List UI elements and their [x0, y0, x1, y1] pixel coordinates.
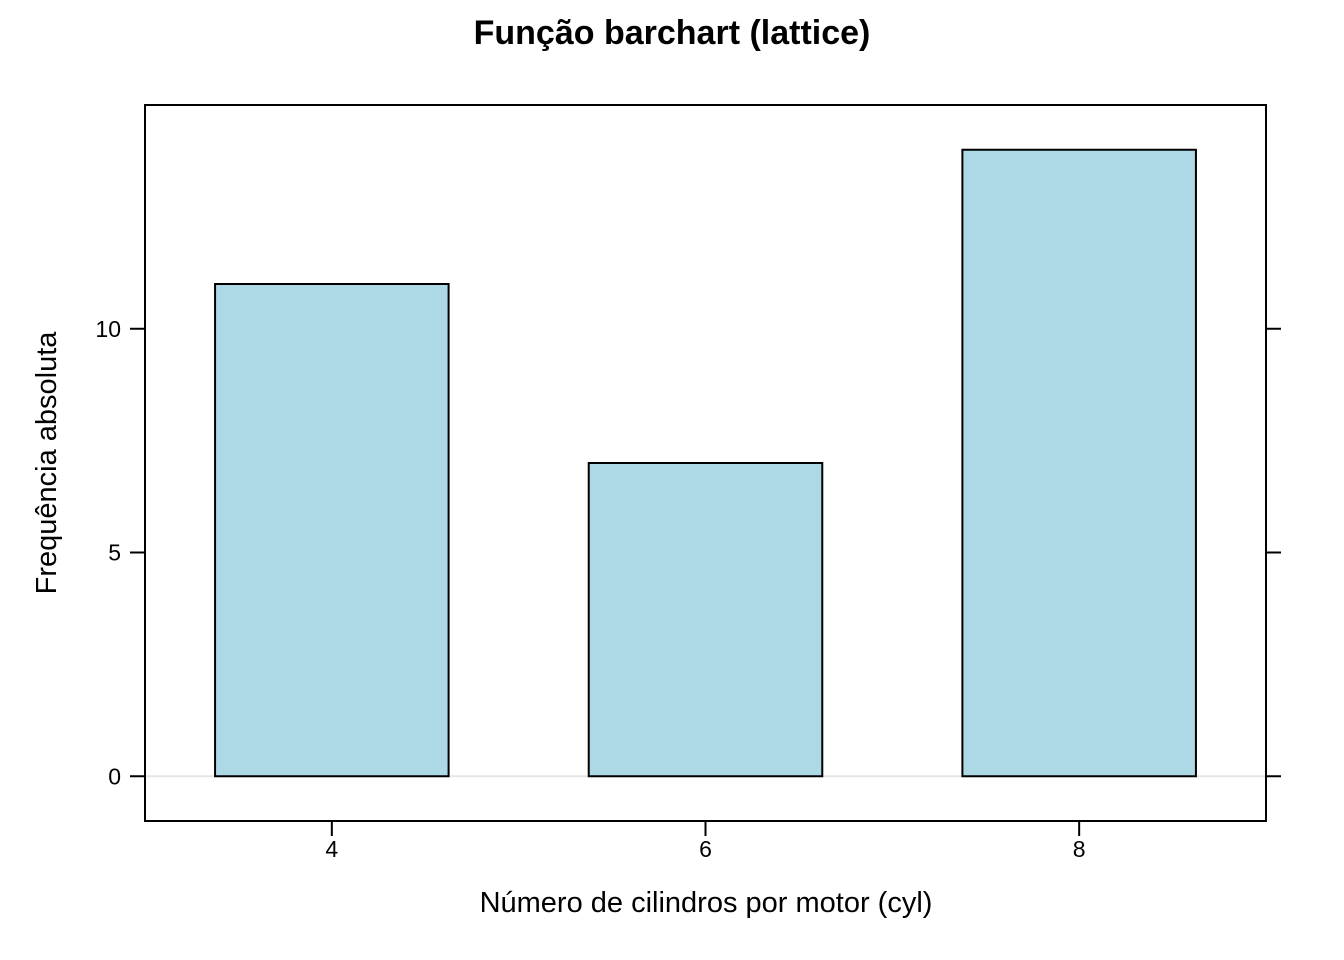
x-axis-label: Número de cilindros por motor (cyl): [480, 887, 933, 919]
x-tick-label: 6: [699, 836, 712, 862]
y-tick-label: 5: [108, 540, 121, 566]
plot-area: 0 5 10 4 6 8: [95, 104, 1281, 862]
y-tick-label: 0: [108, 763, 121, 789]
bar-6: [587, 462, 824, 778]
bar-8: [961, 148, 1197, 778]
chart-title: Função barchart (lattice): [474, 14, 871, 52]
bar-4: [214, 283, 450, 778]
y-axis-label: Frequência absoluta: [31, 331, 63, 595]
x-tick-label: 8: [1073, 836, 1086, 862]
x-tick-label: 4: [325, 836, 338, 862]
y-tick-label: 10: [95, 316, 121, 342]
